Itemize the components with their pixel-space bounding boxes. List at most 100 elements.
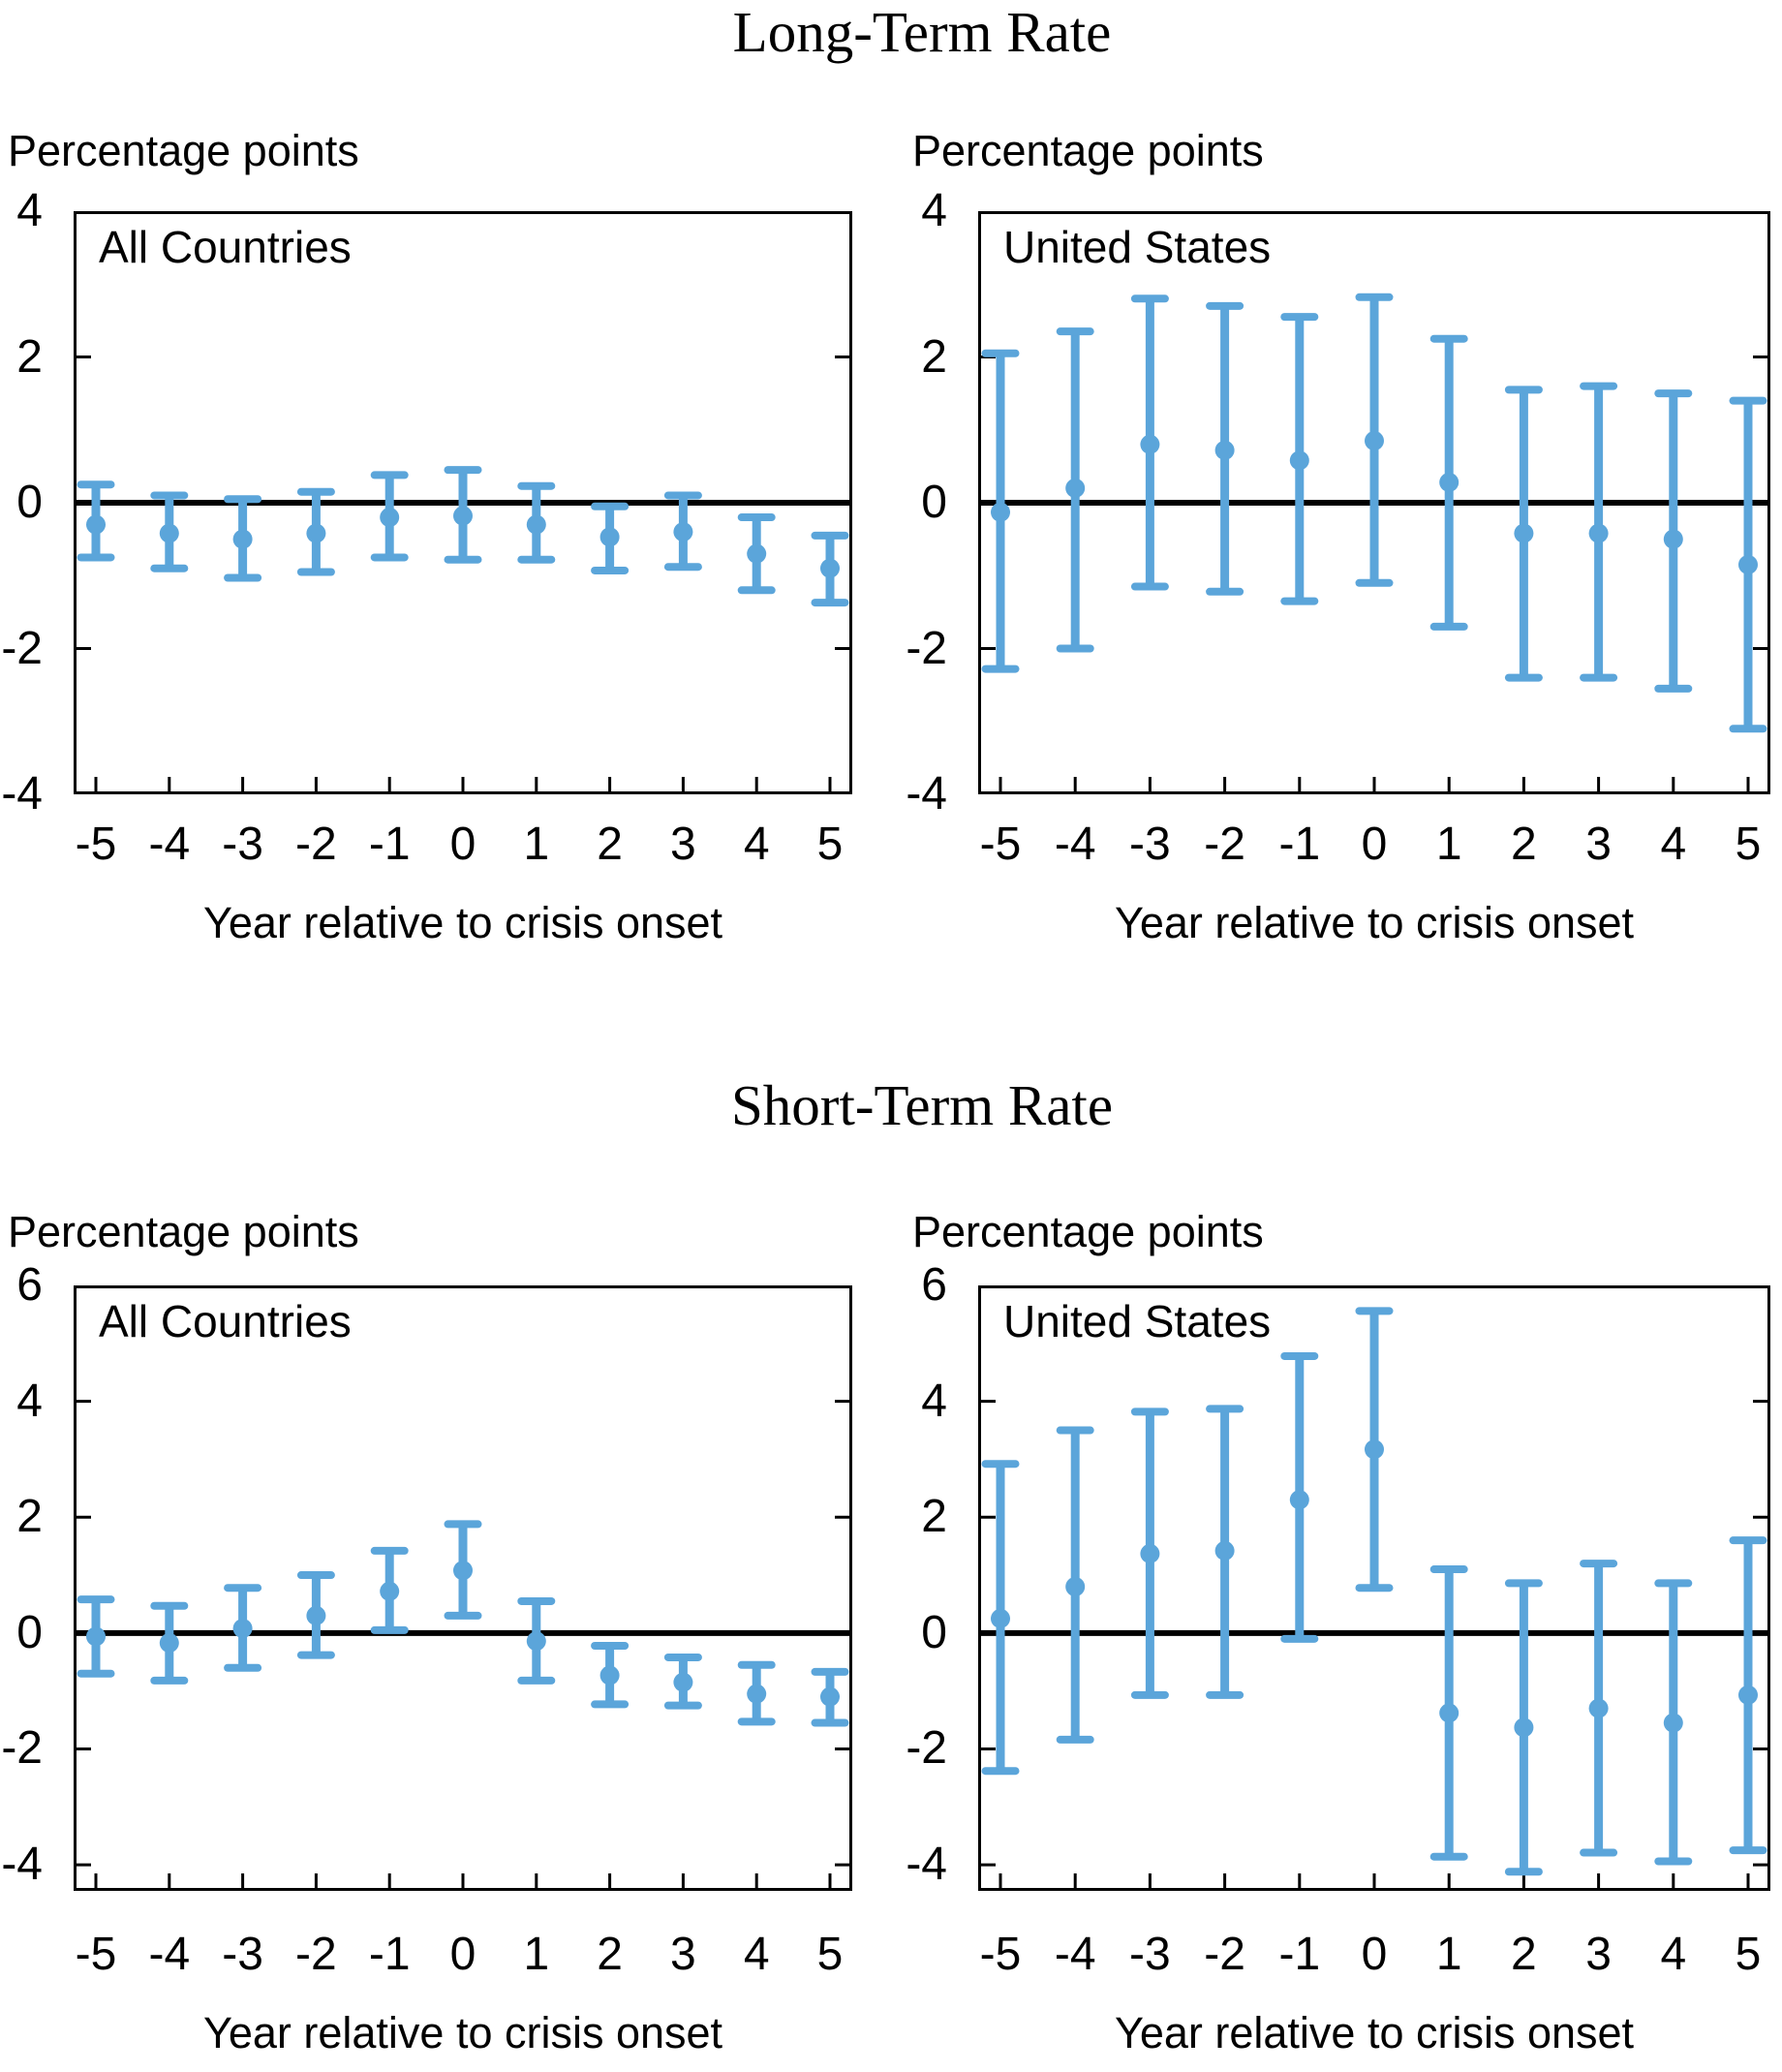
- data-point: [1738, 1685, 1758, 1705]
- error-bar: [296, 1571, 335, 1659]
- y-tick-label: -2: [1, 622, 43, 674]
- error-bar: [370, 1546, 409, 1634]
- data-point: [1663, 1713, 1683, 1733]
- y-tick-label: 4: [16, 185, 43, 236]
- y-tick-label: -2: [1, 1722, 43, 1775]
- y-tick-label: 2: [16, 1491, 43, 1543]
- data-point: [991, 502, 1010, 522]
- y-tick-label: -4: [1, 768, 43, 820]
- error-bar: [737, 1660, 776, 1726]
- y-tick-label: 2: [921, 1491, 947, 1543]
- error-bar: [77, 480, 115, 562]
- error-bar: [1580, 1560, 1618, 1857]
- x-tick-label: 2: [597, 1929, 623, 1980]
- x-tick-label: 0: [449, 1929, 476, 1980]
- error-bar: [1429, 334, 1468, 631]
- y-tick-label: 2: [16, 330, 43, 383]
- data-point: [1514, 523, 1534, 543]
- x-tick-label: 3: [670, 819, 696, 870]
- x-tick-label: 5: [816, 819, 844, 870]
- error-bar: [737, 513, 776, 595]
- x-tick-label: 5: [1735, 1929, 1762, 1980]
- data-point: [1214, 440, 1235, 460]
- error-bar: [1429, 1565, 1468, 1861]
- error-bar: [77, 1595, 115, 1678]
- error-bar: [444, 1520, 482, 1620]
- panel-label: All Countries: [99, 1296, 352, 1346]
- x-tick-label: -1: [368, 819, 411, 870]
- data-point: [747, 1684, 767, 1704]
- x-axis-label: Year relative to crisis onset: [1114, 2008, 1635, 2057]
- data-point: [1439, 1703, 1459, 1723]
- x-tick-label: -5: [75, 819, 117, 870]
- x-tick-label: -2: [1204, 1929, 1245, 1980]
- y-tick-label: -2: [906, 1722, 947, 1775]
- data-point: [1289, 1490, 1309, 1510]
- error-bar: [224, 1584, 262, 1672]
- x-tick-label: 0: [449, 819, 476, 870]
- x-axis-label: Year relative to crisis onset: [1114, 898, 1635, 947]
- data-point: [232, 1619, 253, 1639]
- data-point: [159, 1633, 179, 1654]
- y-tick-label: 6: [16, 1259, 43, 1311]
- x-tick-label: 5: [1735, 819, 1762, 870]
- error-bar: [663, 1653, 702, 1710]
- y-tick-label: 0: [16, 1606, 43, 1658]
- error-bar: [1729, 396, 1767, 733]
- data-point: [380, 508, 400, 528]
- data-point: [599, 1665, 620, 1685]
- data-point: [820, 1686, 840, 1707]
- error-bar: [1654, 1579, 1693, 1866]
- x-tick-label: -5: [979, 819, 1022, 870]
- data-point: [1214, 1540, 1235, 1561]
- x-tick-label: 3: [1585, 819, 1612, 870]
- data-point: [1289, 450, 1309, 471]
- data-point: [86, 1626, 106, 1647]
- error-bar: [981, 1460, 1020, 1776]
- data-point: [747, 543, 767, 564]
- data-point: [306, 523, 326, 543]
- data-point: [1140, 1543, 1160, 1563]
- y-tick-label: 2: [921, 330, 947, 383]
- x-tick-label: -4: [148, 819, 191, 870]
- x-tick-label: 1: [523, 819, 550, 870]
- data-point: [86, 514, 106, 535]
- data-point: [232, 529, 253, 549]
- error-bar: [1280, 313, 1319, 605]
- x-tick-label: -2: [295, 819, 337, 870]
- error-bar: [370, 471, 409, 562]
- section-title: Short-Term Rate: [730, 1073, 1114, 1137]
- error-bar: [1130, 1407, 1169, 1699]
- y-axis-unit-label: Percentage points: [8, 126, 359, 175]
- x-tick-label: 0: [1361, 1929, 1388, 1980]
- data-point: [453, 506, 473, 526]
- data-point: [1140, 434, 1160, 454]
- error-bar: [517, 1596, 556, 1685]
- x-axis-label: Year relative to crisis onset: [202, 898, 723, 947]
- x-tick-label: -5: [979, 1929, 1022, 1980]
- y-tick-label: 0: [921, 1606, 947, 1658]
- data-point: [1588, 1698, 1609, 1718]
- data-point: [1065, 1577, 1086, 1597]
- error-bar: [296, 487, 335, 576]
- x-tick-label: -3: [222, 819, 263, 870]
- y-tick-label: 6: [921, 1259, 947, 1311]
- y-tick-label: -4: [1, 1839, 43, 1891]
- x-tick-label: 1: [1435, 1929, 1462, 1980]
- data-point: [820, 558, 840, 578]
- data-point: [991, 1608, 1010, 1628]
- data-point: [1663, 529, 1683, 549]
- error-bar: [224, 495, 262, 582]
- x-tick-label: -2: [295, 1929, 337, 1980]
- y-axis-unit-label: Percentage points: [8, 1207, 359, 1256]
- x-tick-label: 1: [523, 1929, 550, 1980]
- data-point: [599, 527, 620, 547]
- section-title: Long-Term Rate: [732, 0, 1112, 64]
- x-tick-label: 4: [743, 1929, 770, 1980]
- error-bar: [517, 481, 556, 564]
- panel-label: United States: [1003, 222, 1272, 272]
- data-point: [1439, 472, 1459, 492]
- panel-label: United States: [1003, 1296, 1272, 1346]
- plot-area: [978, 211, 1770, 794]
- error-bar: [1355, 293, 1394, 587]
